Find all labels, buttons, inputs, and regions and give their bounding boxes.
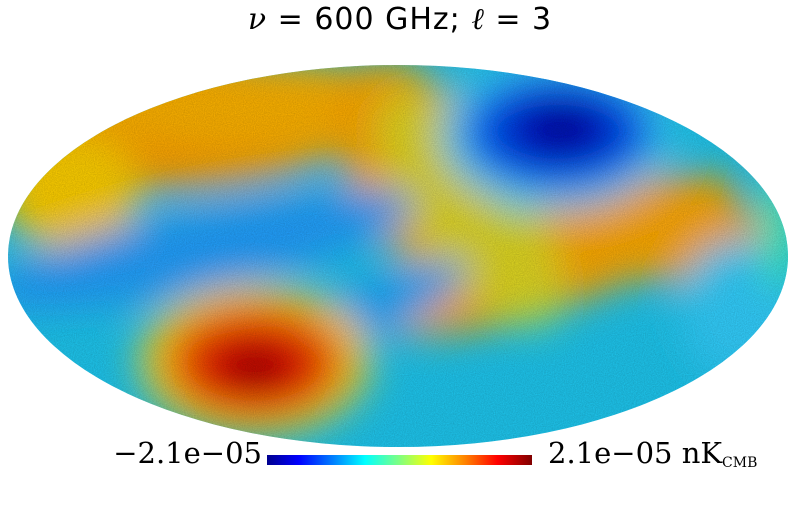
unit-subscript: CMB — [722, 455, 758, 471]
colorbar-max-value: 2.1e−05 — [548, 436, 673, 470]
unit-label: nK — [681, 436, 723, 470]
colorbar — [267, 455, 532, 465]
nu-symbol: ν — [247, 2, 268, 37]
colorbar-max-label: 2.1e−05 nKCMB — [548, 436, 757, 471]
map-title: ν = 600 GHz; ℓ = 3 — [0, 2, 800, 37]
colorbar-min-label: −2.1e−05 — [113, 436, 262, 470]
ell-symbol: ℓ — [471, 2, 485, 37]
title-frequency-text: = 600 GHz; — [267, 2, 472, 37]
title-multipole-text: = 3 — [484, 2, 553, 37]
map-field — [8, 65, 788, 447]
